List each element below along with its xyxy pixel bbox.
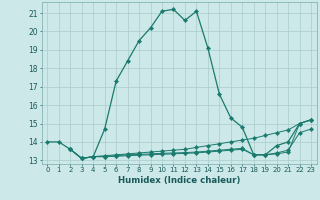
X-axis label: Humidex (Indice chaleur): Humidex (Indice chaleur) (118, 176, 240, 185)
